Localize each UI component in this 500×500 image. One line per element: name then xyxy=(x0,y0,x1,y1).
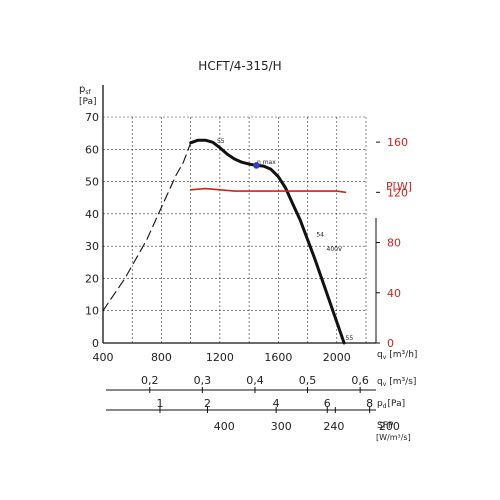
x-sfp-tick-label: 400 xyxy=(214,420,235,433)
curve-annotation: 400V xyxy=(327,246,343,253)
y-axis-left-subscript: sf xyxy=(85,89,91,96)
max-efficiency-label: η max xyxy=(257,159,276,166)
y-right-tick-label: 0 xyxy=(387,337,394,350)
x-tick-label: 1200 xyxy=(206,351,234,364)
x-sfp-tick-label: 200 xyxy=(379,420,400,433)
y-tick-label: 40 xyxy=(85,208,99,221)
y-axis-left-unit: [Pa] xyxy=(79,97,97,107)
x-axis-primary-label: qv [m³/h] xyxy=(377,350,417,361)
y-right-tick-label: 80 xyxy=(387,237,401,250)
curve-annotation: 55 xyxy=(346,335,354,342)
x-secondary-tick-label: 0,5 xyxy=(299,374,317,387)
y-tick-label: 30 xyxy=(85,240,99,253)
curve-annotation: 55 xyxy=(217,138,225,145)
x-dynamic-pressure-tick-label: 4 xyxy=(273,397,280,410)
x-dynamic-pressure-tick-label: 1 xyxy=(156,397,163,410)
x-axis-secondary-label: qv [m³/s] xyxy=(377,377,416,388)
y-tick-label: 20 xyxy=(85,272,99,285)
x-axis-primary-subscript: v xyxy=(383,354,387,361)
curve-annotation: 54 xyxy=(316,231,324,238)
x-tick-label: 1600 xyxy=(264,351,292,364)
x-dynamic-pressure-tick-label: 6 xyxy=(324,397,331,410)
chart-title: HCFT/4-315/H xyxy=(198,59,281,73)
x-axis-secondary-subscript: v xyxy=(383,381,387,388)
power-curve xyxy=(189,187,347,194)
x-secondary-tick-label: 0,4 xyxy=(246,374,264,387)
x-tick-label: 2000 xyxy=(323,351,351,364)
pressure-curve-unstable xyxy=(102,142,192,312)
x-axis-sfp-unit: [W/m³/s] xyxy=(376,433,411,442)
x-axis-sfp-label: SFP xyxy=(377,421,394,431)
y-tick-label: 50 xyxy=(85,176,99,189)
x-axis-dynamic-pressure-symbol: p xyxy=(377,399,383,409)
y-axis-left-label: psf xyxy=(79,84,91,96)
x-axis-primary-unit: [m³/h] xyxy=(389,350,417,360)
y-right-tick-label: 120 xyxy=(387,186,408,199)
x-axis-secondary-symbol: q xyxy=(377,377,383,387)
y-tick-label: 70 xyxy=(85,111,99,124)
x-tick-label: 800 xyxy=(151,351,172,364)
x-axis-dynamic-pressure-label: pd[Pa] xyxy=(377,399,405,410)
x-axis-secondary-unit: [m³/s] xyxy=(389,377,416,387)
x-secondary-tick-label: 0,6 xyxy=(351,374,369,387)
x-dynamic-pressure-tick-label: 8 xyxy=(366,397,373,410)
x-axis-primary-symbol: q xyxy=(377,350,383,360)
x-tick-label: 400 xyxy=(93,351,114,364)
y-axis-right-label: P[W] xyxy=(386,180,412,193)
y-axis-left-symbol: p xyxy=(79,84,85,95)
y-tick-label: 60 xyxy=(85,143,99,156)
y-tick-label: 0 xyxy=(92,337,99,350)
x-dynamic-pressure-tick-label: 2 xyxy=(204,397,211,410)
y-tick-label: 10 xyxy=(85,305,99,318)
max-efficiency-marker xyxy=(253,162,260,169)
x-axis-dynamic-pressure-unit: [Pa] xyxy=(388,399,406,409)
y-right-tick-label: 40 xyxy=(387,287,401,300)
x-secondary-tick-label: 0,2 xyxy=(141,374,159,387)
x-axis-dynamic-pressure-subscript: d xyxy=(383,403,387,410)
pressure-curve xyxy=(189,138,346,345)
x-secondary-tick-label: 0,3 xyxy=(194,374,212,387)
x-sfp-tick-label: 300 xyxy=(271,420,292,433)
x-sfp-tick-label: 240 xyxy=(323,420,344,433)
y-right-tick-label: 160 xyxy=(387,136,408,149)
